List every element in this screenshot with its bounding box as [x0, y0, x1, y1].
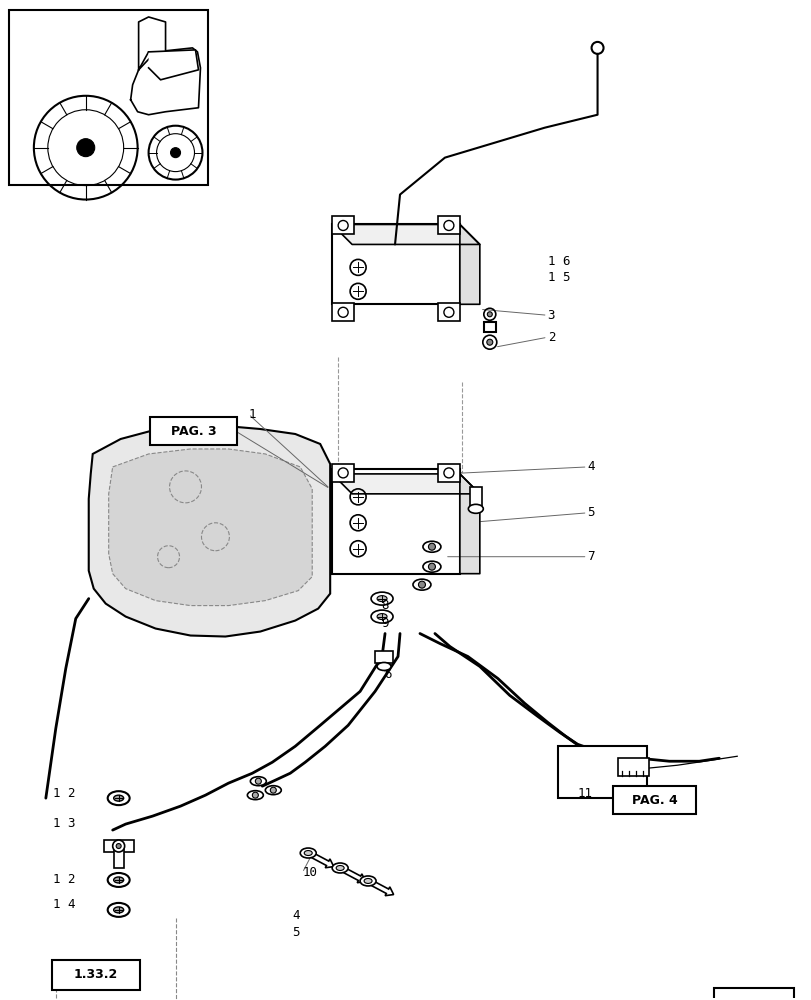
Text: 1 5: 1 5	[547, 271, 569, 284]
Ellipse shape	[359, 876, 375, 886]
Text: 6: 6	[384, 668, 391, 681]
Ellipse shape	[114, 877, 123, 883]
Ellipse shape	[413, 579, 431, 590]
Bar	[375, 651, 393, 663]
Circle shape	[487, 339, 492, 345]
Polygon shape	[332, 474, 479, 494]
Text: 1.33.2: 1.33.2	[74, 968, 118, 981]
Polygon shape	[332, 224, 479, 244]
Text: PAG. 4: PAG. 4	[631, 794, 676, 807]
Ellipse shape	[363, 878, 371, 883]
Ellipse shape	[300, 848, 315, 858]
Bar	[557, 746, 646, 798]
Ellipse shape	[371, 592, 393, 605]
Bar	[483, 322, 496, 332]
Bar	[104, 840, 134, 852]
Text: 1 2: 1 2	[53, 873, 75, 886]
Bar	[437, 216, 459, 234]
Circle shape	[77, 139, 95, 157]
Text: 1: 1	[248, 408, 255, 421]
Ellipse shape	[265, 786, 281, 795]
Polygon shape	[109, 449, 312, 606]
Circle shape	[418, 581, 425, 588]
FancyBboxPatch shape	[611, 786, 696, 814]
Ellipse shape	[423, 561, 440, 572]
Polygon shape	[148, 50, 198, 80]
Text: 10: 10	[302, 866, 317, 879]
Text: PAG. 3: PAG. 3	[170, 425, 216, 438]
Circle shape	[428, 543, 435, 550]
FancyArrow shape	[338, 866, 365, 883]
Polygon shape	[459, 224, 479, 304]
Text: 3: 3	[547, 309, 555, 322]
Text: 1 6: 1 6	[547, 255, 569, 268]
Circle shape	[170, 148, 180, 158]
Text: 5: 5	[587, 506, 594, 519]
Ellipse shape	[468, 504, 483, 513]
Ellipse shape	[371, 610, 393, 623]
Bar	[332, 464, 354, 482]
Polygon shape	[459, 474, 479, 574]
Circle shape	[255, 778, 261, 784]
FancyBboxPatch shape	[149, 417, 237, 445]
Bar	[332, 224, 459, 304]
Ellipse shape	[376, 596, 387, 602]
Circle shape	[113, 840, 125, 852]
Circle shape	[428, 563, 435, 570]
Text: 1 4: 1 4	[53, 898, 75, 911]
Ellipse shape	[250, 777, 266, 786]
FancyArrow shape	[307, 851, 333, 868]
Ellipse shape	[304, 851, 312, 856]
Ellipse shape	[336, 865, 344, 870]
Text: 7: 7	[587, 550, 594, 563]
Bar	[714, 988, 793, 1000]
Ellipse shape	[114, 795, 123, 801]
Bar	[114, 846, 123, 868]
Polygon shape	[131, 48, 200, 115]
Bar	[332, 303, 354, 321]
Ellipse shape	[108, 903, 130, 917]
Bar	[437, 303, 459, 321]
Text: 1 3: 1 3	[53, 817, 75, 830]
Polygon shape	[139, 17, 165, 70]
Polygon shape	[88, 426, 330, 637]
Bar	[470, 487, 481, 509]
Circle shape	[270, 787, 276, 793]
Circle shape	[487, 312, 491, 317]
Text: 5: 5	[292, 926, 299, 939]
Bar	[9, 10, 208, 185]
Bar	[616, 758, 649, 776]
Bar	[437, 464, 459, 482]
Ellipse shape	[108, 873, 130, 887]
Text: 11: 11	[577, 787, 592, 800]
Bar	[332, 216, 354, 234]
FancyArrow shape	[367, 879, 393, 896]
Ellipse shape	[376, 662, 391, 670]
Circle shape	[252, 792, 258, 798]
Ellipse shape	[108, 791, 130, 805]
Ellipse shape	[332, 863, 348, 873]
Text: 2: 2	[547, 331, 555, 344]
Text: 8: 8	[380, 599, 388, 612]
Text: 1 2: 1 2	[53, 787, 75, 800]
Ellipse shape	[376, 614, 387, 620]
Ellipse shape	[247, 791, 263, 800]
Circle shape	[116, 844, 121, 849]
Ellipse shape	[423, 541, 440, 552]
Ellipse shape	[114, 907, 123, 913]
Text: 9: 9	[380, 617, 388, 630]
Text: 4: 4	[587, 460, 594, 473]
Text: 4: 4	[292, 909, 299, 922]
Bar	[332, 469, 459, 574]
FancyBboxPatch shape	[52, 960, 139, 990]
